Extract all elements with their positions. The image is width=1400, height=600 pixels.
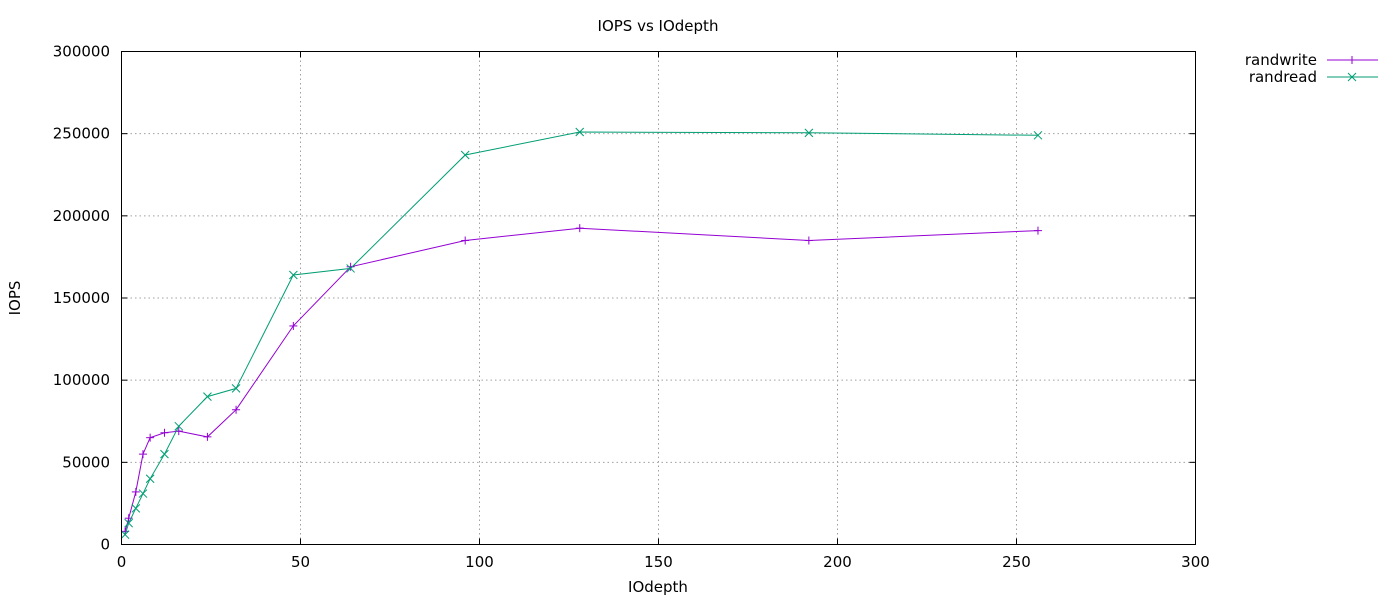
data-point-randread-d2 [804, 128, 814, 138]
y-tick-label: 200000 [53, 207, 110, 225]
data-point-randread-d2 [231, 384, 241, 393]
y-tick-label: 250000 [53, 125, 110, 143]
data-point-randread-d2 [460, 150, 470, 160]
data-point-randread-d2 [124, 518, 134, 528]
data-point-randwrite [203, 432, 212, 441]
data-point-randread-d2 [575, 127, 585, 137]
data-point-randread-d2 [120, 530, 130, 539]
data-point-randread-d2 [145, 474, 155, 484]
x-tick-label: 300 [1181, 553, 1210, 571]
data-point-randwrite [461, 236, 470, 245]
data-point-randread [120, 530, 130, 539]
data-point-randread [203, 392, 212, 401]
data-point-randread [804, 128, 814, 138]
data-point-randread [124, 518, 134, 528]
y-axis-label: IOPS [6, 281, 24, 316]
data-point-randread-d2 [131, 503, 141, 513]
data-point-randread [160, 449, 169, 459]
x-tick-label: 200 [823, 553, 852, 571]
x-tick-label: 250 [1002, 553, 1031, 571]
chart-title: IOPS vs IOdepth [598, 17, 719, 35]
plot-series [120, 127, 1043, 539]
y-tick-label: 300000 [53, 43, 110, 61]
data-point-randwrite [289, 321, 298, 330]
legend-entry-randread: randread [1249, 68, 1378, 86]
data-point-randread [131, 503, 141, 513]
data-point-randwrite [131, 487, 140, 496]
x-tick-label: 100 [465, 553, 494, 571]
grid-lines [121, 51, 1196, 545]
x-tick-label: 0 [117, 553, 127, 571]
data-point-randwrite [1033, 226, 1042, 235]
legend-marker-randread [1347, 72, 1357, 82]
data-point-randread-d2 [138, 489, 148, 498]
legend-marker-randread-d2 [1347, 72, 1357, 82]
x-tick-labels: 0 50 100 150 200 250 300 [117, 553, 1210, 571]
data-point-randread [575, 127, 585, 137]
data-point-randread-d2 [1033, 130, 1043, 140]
y-tick-labels: 0 50000 100000 150000 200000 250000 300000 [53, 43, 110, 554]
data-point-randread [231, 384, 241, 393]
data-point-randread [174, 421, 184, 431]
axis-ticks [121, 51, 1196, 545]
y-tick-label: 100000 [53, 371, 110, 389]
legend: randwrite randread [1245, 51, 1378, 86]
data-point-randwrite [804, 236, 813, 245]
series-randwrite [121, 224, 1042, 536]
data-point-randread-d2 [160, 449, 169, 459]
data-point-randread-d2 [174, 421, 184, 431]
x-tick-label: 150 [644, 553, 673, 571]
data-point-randread [145, 474, 155, 484]
legend-label-randwrite: randwrite [1245, 51, 1317, 69]
legend-marker-randwrite [1348, 56, 1356, 64]
legend-marker-randwrite [1348, 56, 1356, 64]
data-point-randread [346, 264, 355, 273]
data-point-randread [288, 270, 298, 280]
series-line-randread [124, 131, 1039, 535]
data-point-randwrite [575, 224, 584, 233]
x-tick-label: 50 [291, 553, 310, 571]
y-tick-label: 0 [100, 536, 110, 554]
data-point-randwrite [160, 428, 169, 437]
y-tick-label: 150000 [53, 289, 110, 307]
data-point-randwrite [346, 262, 355, 271]
data-point-randread [460, 150, 470, 160]
legend-entry-randwrite: randwrite [1245, 51, 1378, 69]
data-point-randwrite [146, 433, 155, 442]
data-point-randread-d2 [346, 264, 355, 273]
y-tick-label: 50000 [62, 453, 110, 471]
legend-label-randread: randread [1249, 68, 1317, 86]
data-point-randread [1033, 130, 1043, 140]
data-point-randread-d2 [288, 270, 298, 280]
legend-marker-randread [1347, 72, 1357, 82]
data-point-randread [138, 489, 148, 498]
series-randread [120, 127, 1043, 539]
x-axis-label: IOdepth [628, 578, 688, 596]
data-point-randwrite [138, 450, 147, 459]
data-point-randread-d2 [203, 392, 212, 401]
data-point-randwrite [232, 405, 241, 414]
